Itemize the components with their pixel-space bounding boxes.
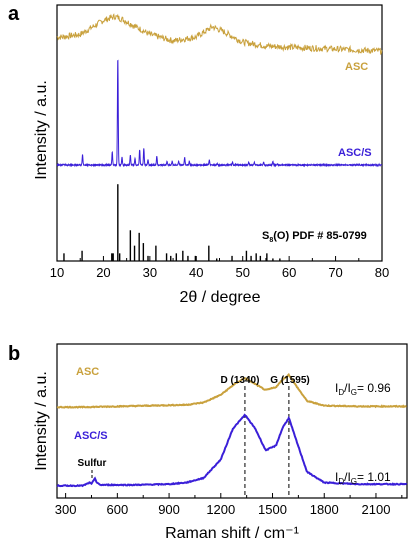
panel-b-x-tick-label: 900	[158, 502, 180, 517]
asc-s-ratio-value: = 1.01	[357, 470, 391, 484]
reference-label: S8(O) PDF # 85-0799	[262, 230, 367, 244]
panel-a-x-tick-label: 60	[282, 265, 296, 280]
panel-a-label: a	[8, 3, 20, 25]
panel-b-x-tick-label: 2100	[362, 502, 391, 517]
asc-xrd-line	[56, 13, 383, 56]
asc-ratio-g: G	[351, 388, 357, 397]
asc-s-xrd-line	[56, 59, 383, 168]
panel-b-x-axis-title: Raman shift / cm⁻¹	[165, 525, 299, 542]
asc-label: ASC	[345, 61, 368, 73]
panel-a: a 10 20 30 40 50 60 70 80 ASC ASC/S S8(O) PDF #…	[8, 3, 389, 306]
panel-b: b 300 600 900 1200 1500 1800 2100 D (1340) G (…	[8, 343, 408, 542]
asc-s-label: ASC/S	[338, 147, 372, 159]
asc-s-ratio-d: D	[338, 477, 344, 486]
asc-ratio-label: ID/IG= 0.96	[335, 381, 391, 397]
asc-ratio-slash: /I	[344, 381, 351, 395]
panel-a-x-tick-label: 20	[96, 265, 110, 280]
raman-asc-label: ASC	[76, 366, 99, 378]
panel-a-x-tick-label: 80	[375, 265, 389, 280]
panel-a-x-tick-label: 50	[235, 265, 249, 280]
reference-label-rest: (O) PDF # 85-0799	[273, 230, 367, 242]
panel-b-x-tick-label: 1800	[310, 502, 339, 517]
panel-b-label: b	[8, 343, 20, 365]
panel-a-y-axis-title: Intensity / a.u.	[33, 80, 50, 180]
asc-s-ratio-slash: /I	[344, 470, 351, 484]
asc-s-raman-line	[56, 413, 408, 488]
asc-ratio-value: = 0.96	[357, 381, 391, 395]
panel-b-series	[56, 372, 408, 488]
panel-b-band-lines	[244, 386, 290, 496]
reference-label-sub: 8	[269, 237, 273, 244]
panel-a-x-tick-label: 70	[328, 265, 342, 280]
panel-a-x-tick-label: 30	[143, 265, 157, 280]
raman-asc-s-label: ASC/S	[74, 430, 108, 442]
panel-a-x-axis-title: 2θ / degree	[180, 289, 261, 306]
asc-ratio-i: I	[335, 381, 338, 395]
panel-b-plot-frame	[56, 343, 408, 499]
panel-b-x-ticks: 300 600 900 1200 1500 1800 2100	[55, 493, 403, 517]
asc-s-ratio-label: ID/IG= 1.01	[335, 470, 391, 486]
panel-a-x-tick-label: 10	[50, 265, 64, 280]
asc-raman-line	[56, 372, 407, 409]
g-band-label: G (1595)	[270, 375, 309, 386]
asc-s-ratio-g: G	[351, 477, 357, 486]
panel-b-x-tick-label: 600	[106, 502, 128, 517]
asc-s-ratio-i: I	[335, 470, 338, 484]
sulfur-label: Sulfur	[78, 458, 107, 469]
panel-b-x-tick-label: 1200	[206, 502, 235, 517]
panel-a-x-tick-label: 40	[189, 265, 203, 280]
d-band-label: D (1340)	[221, 375, 260, 386]
panel-a-series	[56, 13, 383, 262]
panel-a-x-ticks: 10 20 30 40 50 60 70 80	[50, 256, 389, 280]
panel-a-plot-frame	[56, 4, 383, 262]
asc-ratio-d: D	[338, 388, 344, 397]
reference-label-main: S	[262, 230, 269, 242]
panel-b-x-tick-label: 300	[55, 502, 77, 517]
panel-b-x-tick-label: 1500	[258, 502, 287, 517]
panel-b-y-axis-title: Intensity / a.u.	[33, 371, 50, 471]
